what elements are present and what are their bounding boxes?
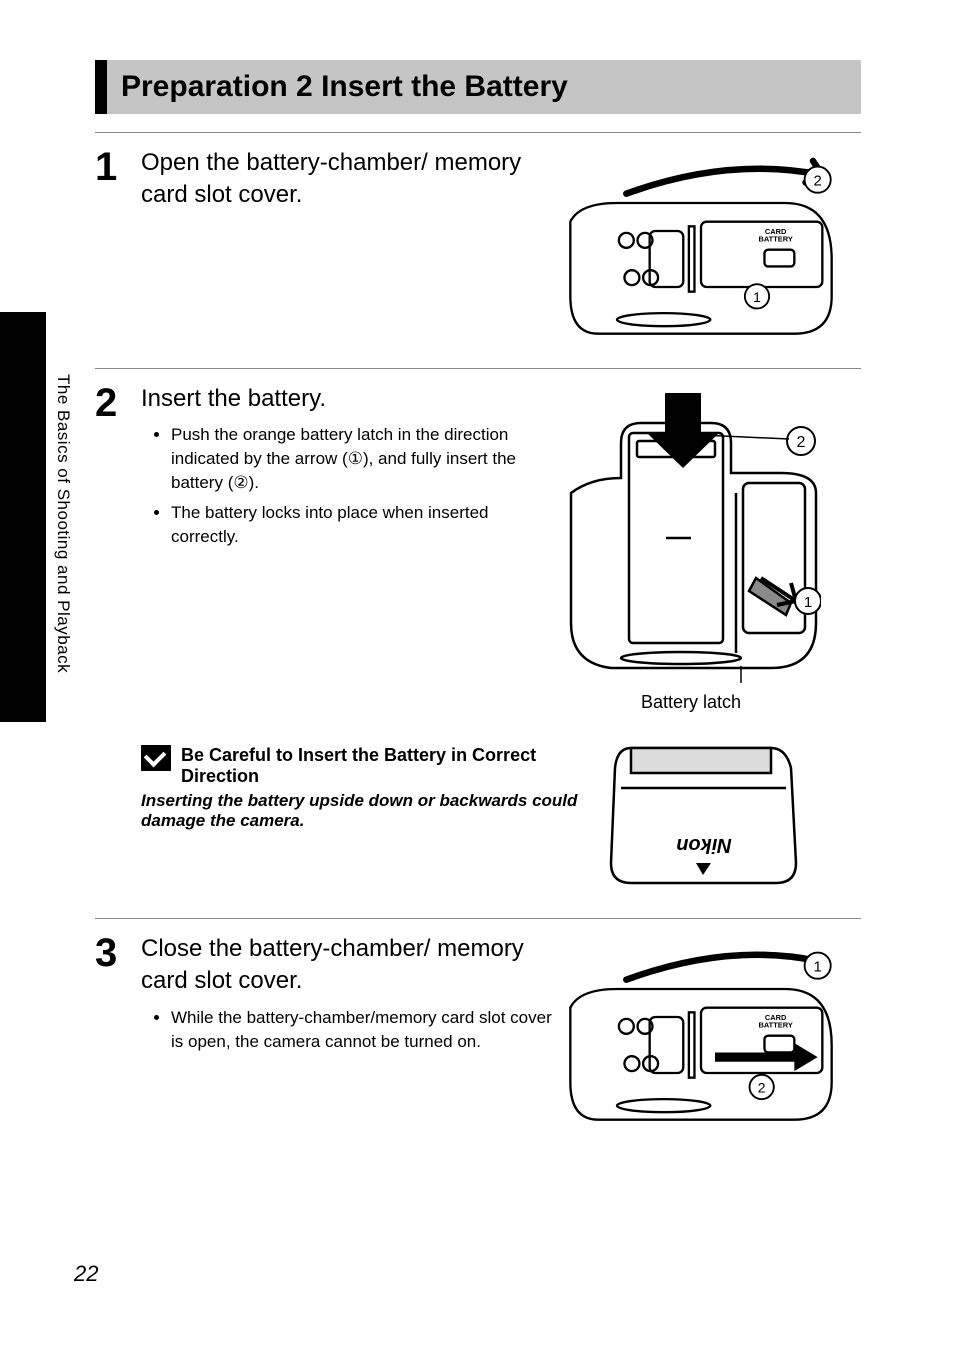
page-number: 22 bbox=[74, 1261, 98, 1287]
battery-latch-label: Battery latch bbox=[561, 692, 821, 713]
step-body: Insert the battery. Push the orange batt… bbox=[141, 383, 557, 554]
marker-1: 1 bbox=[753, 289, 761, 305]
step2-diagram: 2 1 Battery latch bbox=[561, 383, 821, 713]
warning-title: Be Careful to Insert the Battery in Corr… bbox=[181, 745, 581, 787]
step-2: 2 Insert the battery. Push the orange ba… bbox=[95, 368, 861, 898]
battery-label: BATTERY bbox=[758, 234, 792, 243]
marker-1: 1 bbox=[814, 958, 822, 975]
marker-2: 2 bbox=[814, 172, 822, 189]
marker-1: 1 bbox=[804, 594, 812, 611]
section-title: Preparation 2 Insert the Battery bbox=[121, 70, 847, 104]
bullet-item: Push the orange battery latch in the dir… bbox=[171, 423, 557, 494]
marker-2: 2 bbox=[758, 1080, 766, 1096]
step-bullets: Push the orange battery latch in the dir… bbox=[171, 423, 557, 548]
section-title-bar: Preparation 2 Insert the Battery bbox=[95, 60, 861, 114]
warning-icon bbox=[141, 745, 171, 771]
sidebar-section-label: The Basics of Shooting and Playback bbox=[53, 374, 73, 673]
battery-brand: Nikon bbox=[676, 834, 732, 856]
marker-2: 2 bbox=[797, 434, 806, 451]
battery-diagram: Nikon bbox=[601, 733, 801, 898]
step-number: 2 bbox=[95, 383, 137, 423]
step-body: Open the battery-chamber/ memory card sl… bbox=[141, 147, 557, 220]
sidebar-tab bbox=[0, 312, 46, 722]
step-heading: Insert the battery. bbox=[141, 383, 557, 415]
step-number: 3 bbox=[95, 933, 137, 973]
battery-label: BATTERY bbox=[758, 1020, 792, 1029]
page-content: Preparation 2 Insert the Battery 1 Open … bbox=[95, 60, 861, 1154]
bullet-item: While the battery-chamber/memory card sl… bbox=[171, 1006, 557, 1054]
step-bullets: While the battery-chamber/memory card sl… bbox=[171, 1006, 557, 1054]
bullet-item: The battery locks into place when insert… bbox=[171, 501, 557, 549]
step-number: 1 bbox=[95, 147, 137, 187]
step1-diagram: 2 1 CARD BATTERY bbox=[561, 147, 841, 348]
step-heading: Open the battery-chamber/ memory card sl… bbox=[141, 147, 557, 212]
step-body: Close the battery-chamber/ memory card s… bbox=[141, 933, 557, 1059]
step-1: 1 Open the battery-chamber/ memory card … bbox=[95, 132, 861, 348]
warning-block: Be Careful to Insert the Battery in Corr… bbox=[141, 733, 581, 831]
warning-body: Inserting the battery upside down or bac… bbox=[141, 791, 581, 831]
step-heading: Close the battery-chamber/ memory card s… bbox=[141, 933, 557, 998]
step3-diagram: 1 2 CARD BATTERY bbox=[561, 933, 841, 1134]
step-3: 3 Close the battery-chamber/ memory card… bbox=[95, 918, 861, 1134]
